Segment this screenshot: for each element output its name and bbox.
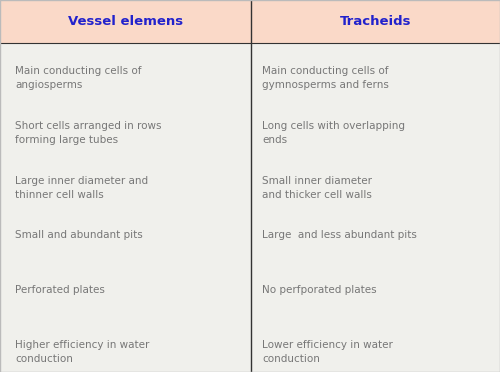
Text: Large inner diameter and
thinner cell walls: Large inner diameter and thinner cell wa… bbox=[15, 176, 148, 199]
Text: Large  and less abundant pits: Large and less abundant pits bbox=[262, 230, 418, 240]
Text: Main conducting cells of
angiosperms: Main conducting cells of angiosperms bbox=[15, 66, 142, 90]
Text: Small inner diameter
and thicker cell walls: Small inner diameter and thicker cell wa… bbox=[262, 176, 372, 199]
Text: Long cells with overlapping
ends: Long cells with overlapping ends bbox=[262, 121, 406, 145]
Text: Perforated plates: Perforated plates bbox=[15, 285, 105, 295]
Text: Small and abundant pits: Small and abundant pits bbox=[15, 230, 143, 240]
Text: Tracheids: Tracheids bbox=[340, 15, 411, 28]
FancyBboxPatch shape bbox=[0, 0, 500, 43]
Text: Short cells arranged in rows
forming large tubes: Short cells arranged in rows forming lar… bbox=[15, 121, 162, 145]
Text: Main conducting cells of
gymnosperms and ferns: Main conducting cells of gymnosperms and… bbox=[262, 66, 390, 90]
Text: No perfporated plates: No perfporated plates bbox=[262, 285, 377, 295]
Text: Lower efficiency in water
conduction: Lower efficiency in water conduction bbox=[262, 340, 394, 364]
Text: Vessel elemens: Vessel elemens bbox=[68, 15, 183, 28]
Text: Higher efficiency in water
conduction: Higher efficiency in water conduction bbox=[15, 340, 150, 364]
